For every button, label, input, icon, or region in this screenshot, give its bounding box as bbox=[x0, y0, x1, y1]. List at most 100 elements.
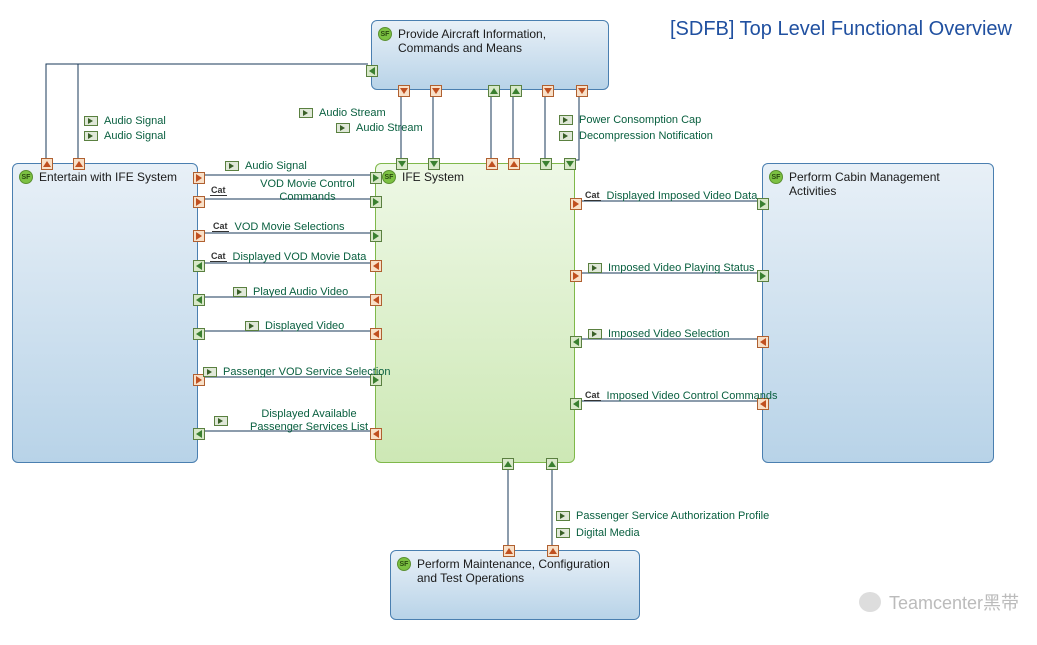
edge-label: Audio Stream bbox=[299, 107, 386, 119]
port[interactable] bbox=[193, 294, 205, 306]
edge-label-text: Imposed Video Control Commands bbox=[607, 390, 778, 402]
edge-label-text: Digital Media bbox=[576, 527, 640, 539]
edge-label-text: Decompression Notification bbox=[579, 130, 713, 142]
edge-label: CatDisplayed VOD Movie Data bbox=[210, 251, 366, 263]
port[interactable] bbox=[564, 158, 576, 170]
port[interactable] bbox=[193, 172, 205, 184]
edge-label: Audio Signal bbox=[84, 130, 166, 142]
port[interactable] bbox=[430, 85, 442, 97]
port[interactable] bbox=[370, 328, 382, 340]
edge-label: Imposed Video Playing Status bbox=[588, 262, 755, 274]
block-aircraft[interactable]: SFProvide Aircraft Information, Commands… bbox=[371, 20, 609, 90]
port[interactable] bbox=[193, 428, 205, 440]
edge-label: Cat Displayed Imposed Video Data bbox=[584, 190, 757, 202]
block-label: Perform Cabin Management Activities bbox=[789, 170, 940, 198]
flow-icon bbox=[556, 511, 570, 521]
port[interactable] bbox=[546, 458, 558, 470]
edge-label: Cat VOD Movie Selections bbox=[212, 221, 345, 233]
edge bbox=[569, 93, 579, 160]
block-ife[interactable]: SFIFE System bbox=[375, 163, 575, 463]
port[interactable] bbox=[508, 158, 520, 170]
port[interactable] bbox=[576, 85, 588, 97]
edge-label: Passenger Service Authorization Profile bbox=[556, 510, 769, 522]
watermark-text: Teamcenter黑带 bbox=[889, 589, 1019, 615]
edge-label: Audio Signal bbox=[84, 115, 166, 127]
port[interactable] bbox=[542, 85, 554, 97]
edge-label-text: VOD Movie Selections bbox=[235, 221, 345, 233]
port[interactable] bbox=[757, 198, 769, 210]
edge-label: Digital Media bbox=[556, 527, 640, 539]
port[interactable] bbox=[570, 336, 582, 348]
port[interactable] bbox=[757, 270, 769, 282]
edge-label-text: Displayed Available Passenger Services L… bbox=[234, 408, 384, 434]
port[interactable] bbox=[486, 158, 498, 170]
wechat-icon bbox=[859, 592, 881, 612]
port[interactable] bbox=[540, 158, 552, 170]
edge-label-text: VOD Movie Control Commands bbox=[233, 178, 383, 204]
diagram-title: [SDFB] Top Level Functional Overview bbox=[670, 18, 1012, 41]
edge-label-text: Displayed Video bbox=[265, 320, 344, 332]
edge-label: Cat Imposed Video Control Commands bbox=[584, 390, 778, 402]
flow-icon bbox=[214, 416, 228, 426]
edge-label: Power Consomption Cap bbox=[559, 114, 701, 126]
port[interactable] bbox=[547, 545, 559, 557]
flow-icon bbox=[588, 263, 602, 273]
port[interactable] bbox=[41, 158, 53, 170]
edge-label-text: Played Audio Video bbox=[253, 286, 348, 298]
block-label: Entertain with IFE System bbox=[39, 170, 177, 184]
edge-label-text: Passenger Service Authorization Profile bbox=[576, 510, 769, 522]
edge-label-text: Audio Signal bbox=[104, 115, 166, 127]
port[interactable] bbox=[370, 260, 382, 272]
port[interactable] bbox=[193, 328, 205, 340]
port[interactable] bbox=[570, 398, 582, 410]
sf-icon: SF bbox=[397, 557, 411, 571]
edge-label-text: Passenger VOD Service Selection bbox=[223, 366, 391, 378]
port[interactable] bbox=[510, 85, 522, 97]
category-icon: Cat bbox=[212, 222, 229, 232]
port[interactable] bbox=[502, 458, 514, 470]
block-cabin[interactable]: SF Perform Cabin Management Activities bbox=[762, 163, 994, 463]
sf-icon: SF bbox=[382, 170, 396, 184]
port[interactable] bbox=[370, 294, 382, 306]
edge-label-text: Audio Signal bbox=[104, 130, 166, 142]
flow-icon bbox=[336, 123, 350, 133]
edge-label-text: Imposed Video Selection bbox=[608, 328, 730, 340]
flow-icon bbox=[556, 528, 570, 538]
flow-icon bbox=[245, 321, 259, 331]
port[interactable] bbox=[757, 336, 769, 348]
port[interactable] bbox=[73, 158, 85, 170]
block-label: Perform Maintenance, Configuration and T… bbox=[417, 557, 610, 585]
edge-label-text: Displayed VOD Movie Data bbox=[233, 251, 367, 263]
port[interactable] bbox=[193, 260, 205, 272]
port[interactable] bbox=[396, 158, 408, 170]
port[interactable] bbox=[398, 85, 410, 97]
port[interactable] bbox=[570, 270, 582, 282]
category-icon: Cat bbox=[584, 391, 601, 401]
flow-icon bbox=[559, 131, 573, 141]
port[interactable] bbox=[193, 230, 205, 242]
flow-icon bbox=[588, 329, 602, 339]
flow-icon bbox=[203, 367, 217, 377]
edge-label: Played Audio Video bbox=[233, 286, 348, 298]
sf-icon: SF bbox=[769, 170, 783, 184]
flow-icon bbox=[299, 108, 313, 118]
edge-label-text: Displayed Imposed Video Data bbox=[607, 190, 758, 202]
port[interactable] bbox=[488, 85, 500, 97]
edge-label: Passenger VOD Service Selection bbox=[203, 366, 391, 378]
block-entertain[interactable]: SF Entertain with IFE System bbox=[12, 163, 198, 463]
watermark: Teamcenter黑带 bbox=[859, 589, 1019, 615]
flow-icon bbox=[225, 161, 239, 171]
port[interactable] bbox=[366, 65, 378, 77]
flow-icon bbox=[233, 287, 247, 297]
port[interactable] bbox=[503, 545, 515, 557]
sf-icon: SF bbox=[19, 170, 33, 184]
port[interactable] bbox=[193, 196, 205, 208]
category-icon: Cat bbox=[584, 191, 601, 201]
port[interactable] bbox=[370, 230, 382, 242]
edge-label: Decompression Notification bbox=[559, 130, 713, 142]
edge-label-text: Audio Stream bbox=[356, 122, 423, 134]
port[interactable] bbox=[570, 198, 582, 210]
port[interactable] bbox=[428, 158, 440, 170]
edge-label: Displayed Available Passenger Services L… bbox=[214, 408, 384, 434]
block-maint[interactable]: SF Perform Maintenance, Configuration and… bbox=[390, 550, 640, 620]
